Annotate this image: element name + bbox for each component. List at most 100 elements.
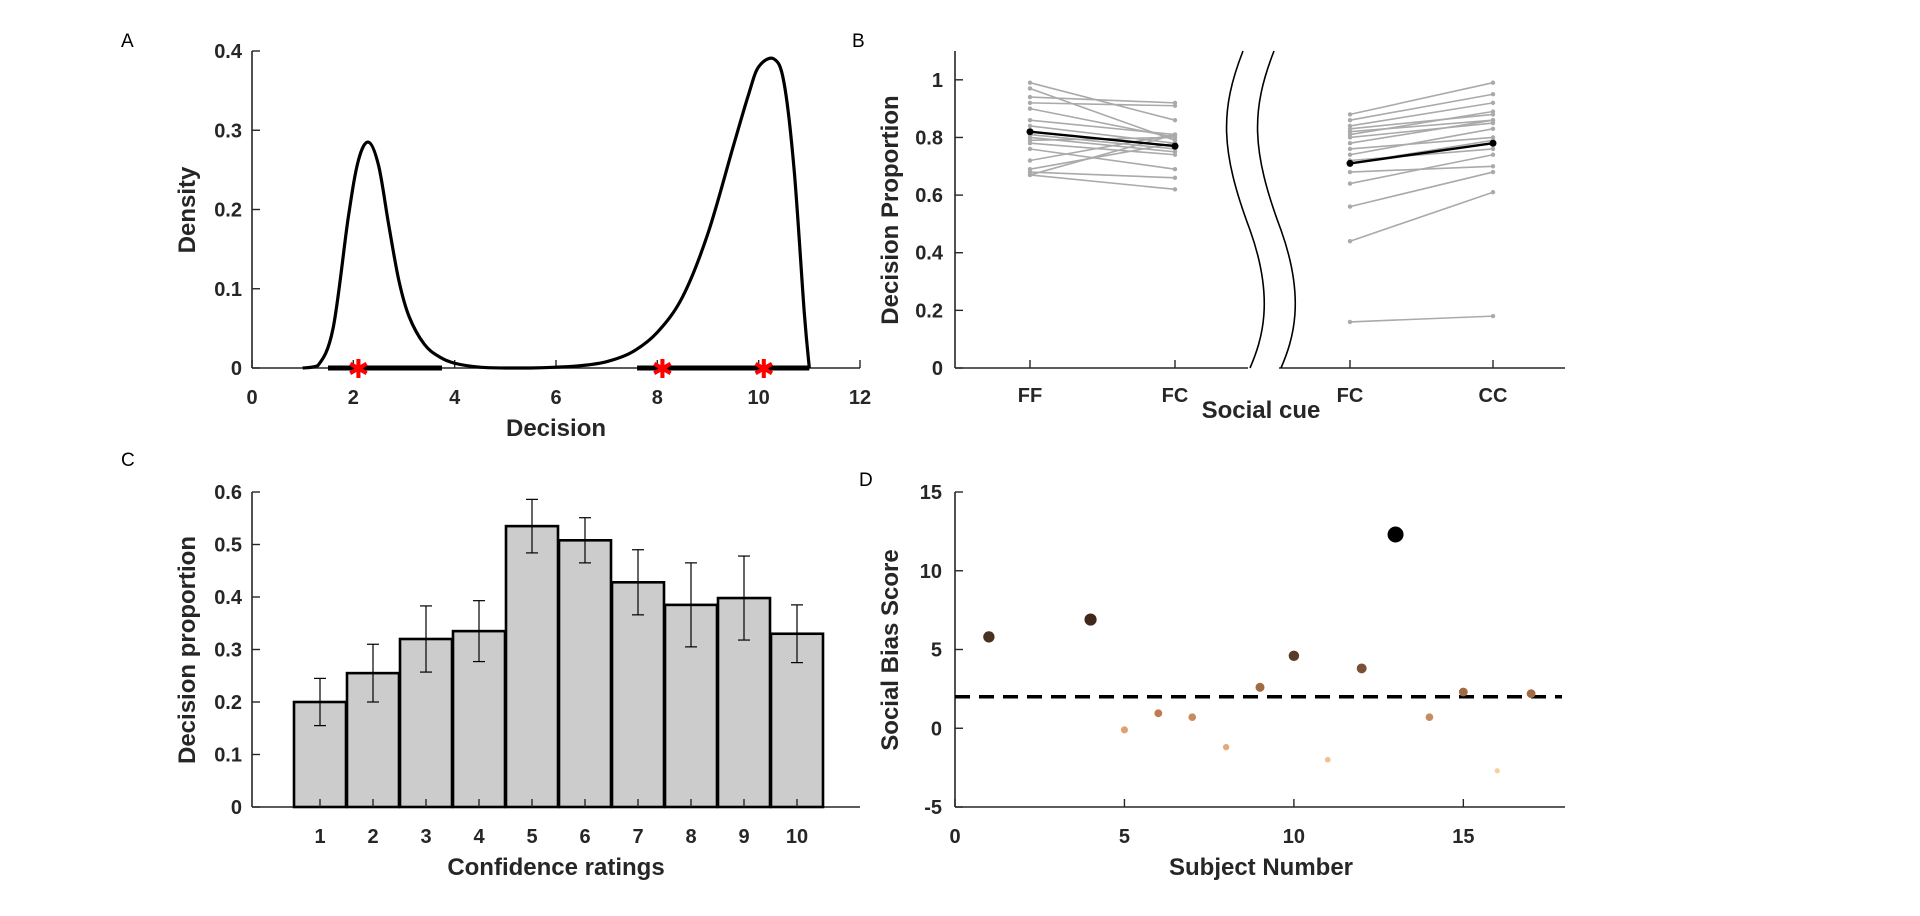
x-axis-label: Confidence ratings (447, 854, 664, 881)
subject-point (1347, 319, 1353, 325)
subject-point (1347, 152, 1353, 157)
y-tick-label: 0 (931, 718, 942, 740)
subject-point (1027, 146, 1033, 152)
subject-point (1172, 187, 1178, 192)
subject-point (1084, 613, 1097, 626)
subject-point (1458, 687, 1468, 697)
subject-line (1349, 113, 1494, 130)
panel-b-paired-lines-plot: 0 0.2 0.4 0.6 0.8 1 FF FC FC CC Social cue Decision… (877, 50, 1565, 424)
y-tick-label: 0.1 (214, 279, 242, 301)
y-tick-label: 0.4 (915, 243, 944, 265)
subject-point (1172, 132, 1178, 137)
mean-line (1029, 130, 1176, 148)
y-tick-label: 10 (920, 561, 942, 583)
y-tick-label: 0.5 (214, 535, 242, 557)
subject-point (1347, 117, 1353, 123)
y-tick-label: 0.2 (214, 200, 242, 222)
x-tick-label: 4 (449, 387, 461, 409)
subject-line (1349, 148, 1494, 162)
subject-point (1347, 112, 1353, 117)
x-tick-label: FC (1162, 385, 1189, 407)
subject-line (1349, 122, 1494, 139)
panel-a-density-plot: 0 0.1 0.2 0.3 0.4 0 2 4 6 8 10 12 Decision Density ✱ ✱ ✱ (174, 41, 871, 442)
bar (504, 524, 560, 809)
subject-line (1349, 136, 1494, 150)
subject-line (1029, 96, 1176, 104)
red-asterisk-marker: ✱ (652, 355, 674, 385)
subject-line (1349, 110, 1494, 136)
y-axis-label: Decision proportion (174, 536, 201, 764)
x-tick-label: 8 (685, 826, 696, 848)
subject-point (1425, 713, 1434, 722)
subject-point (1347, 169, 1353, 175)
y-tick-label: 0.2 (915, 300, 943, 322)
subject-point (1347, 239, 1353, 244)
y-tick-label: 15 (920, 482, 942, 504)
x-tick-label: 8 (652, 387, 663, 409)
y-tick-label: -5 (924, 797, 942, 819)
panel-letter-a: A (121, 31, 134, 52)
y-tick-label: 5 (931, 640, 942, 662)
subject-point (1490, 169, 1496, 175)
subject-point (1154, 709, 1163, 718)
red-asterisk-marker: ✱ (348, 355, 370, 385)
y-tick-label: 0.1 (214, 745, 242, 767)
subject-point (1188, 713, 1197, 722)
x-axis-label: Subject Number (1169, 854, 1353, 881)
subject-line (1029, 125, 1176, 145)
axis-break-curve (1225, 50, 1266, 369)
x-tick-label: 0 (246, 387, 257, 409)
x-tick-label: CC (1479, 385, 1508, 407)
subject-point (1347, 132, 1353, 137)
subject-point (1490, 313, 1496, 319)
subject-point (1222, 744, 1230, 751)
subject-point (1027, 123, 1033, 129)
subject-point (1255, 682, 1265, 692)
mean-point (1489, 139, 1497, 147)
subject-line (1349, 191, 1494, 242)
subject-point (1490, 92, 1496, 97)
x-tick-label: 3 (420, 826, 431, 848)
mean-line (1349, 142, 1494, 165)
subject-point (1526, 689, 1536, 698)
subject-point (1324, 756, 1331, 763)
subject-point (1027, 141, 1033, 146)
subject-point (1347, 146, 1353, 152)
subject-line (1349, 119, 1494, 145)
x-tick-label: 5 (1119, 826, 1130, 848)
x-tick-label: 2 (367, 826, 378, 848)
subject-point (1027, 117, 1033, 123)
y-axis-label: Decision Proportion (877, 95, 904, 324)
subject-point (1027, 86, 1033, 91)
x-tick-label: 10 (786, 826, 808, 848)
subject-point (1027, 80, 1033, 85)
subject-point (1172, 117, 1178, 123)
subject-point (1494, 768, 1500, 774)
subject-line (1029, 142, 1176, 156)
subject-line (1029, 142, 1176, 170)
bar (610, 580, 666, 809)
subject-line (1349, 153, 1494, 185)
subject-line (1349, 102, 1494, 127)
x-tick-label: 1 (314, 826, 325, 848)
y-tick-label: 0 (932, 358, 943, 380)
y-tick-label: 0.8 (915, 127, 943, 149)
x-axis-label: Decision (506, 415, 606, 442)
subject-line (1349, 171, 1494, 208)
subject-point (1490, 190, 1496, 195)
subject-point (1490, 164, 1496, 169)
subject-line (1029, 174, 1176, 191)
subject-line (1029, 81, 1176, 121)
x-tick-label: 15 (1452, 826, 1474, 848)
subject-line (1029, 148, 1176, 170)
subject-line (1029, 119, 1176, 136)
y-tick-label: 0.4 (214, 41, 243, 63)
subject-point (1288, 650, 1300, 662)
x-tick-label: 10 (748, 387, 770, 409)
subject-point (1172, 149, 1178, 155)
x-tick-label: 2 (348, 387, 359, 409)
mean-point (1026, 128, 1034, 136)
axis-break-curve (1256, 50, 1297, 369)
y-tick-label: 0 (231, 797, 242, 819)
